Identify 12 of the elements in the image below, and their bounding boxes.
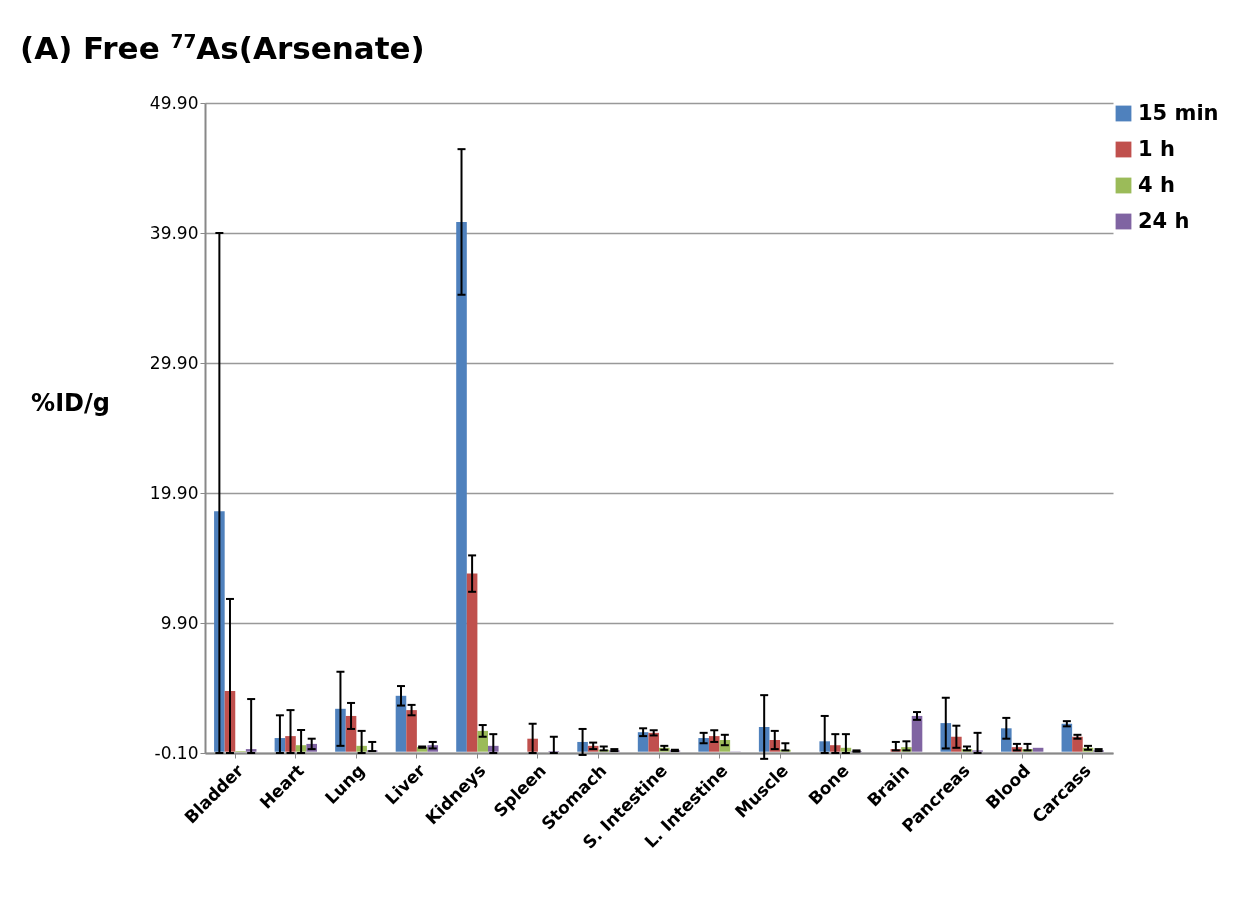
y-tick-label: 39.90 <box>149 222 199 243</box>
y-tick-label: 29.90 <box>149 352 199 373</box>
y-tick-label: -0.10 <box>154 742 199 763</box>
legend-label: 1 h <box>1138 136 1175 161</box>
y-tick-label: 9.90 <box>160 612 199 633</box>
y-tick-label: 49.90 <box>149 92 199 113</box>
legend-label: 24 h <box>1138 208 1190 233</box>
legend-label: 4 h <box>1138 172 1175 197</box>
y-tick-label: 19.90 <box>149 482 199 503</box>
chart-title: (A) Free $^{77}$As(Arsenate) <box>20 30 425 66</box>
legend-label: 15 min <box>1138 100 1219 125</box>
y-axis-title: %ID/g <box>31 388 110 417</box>
